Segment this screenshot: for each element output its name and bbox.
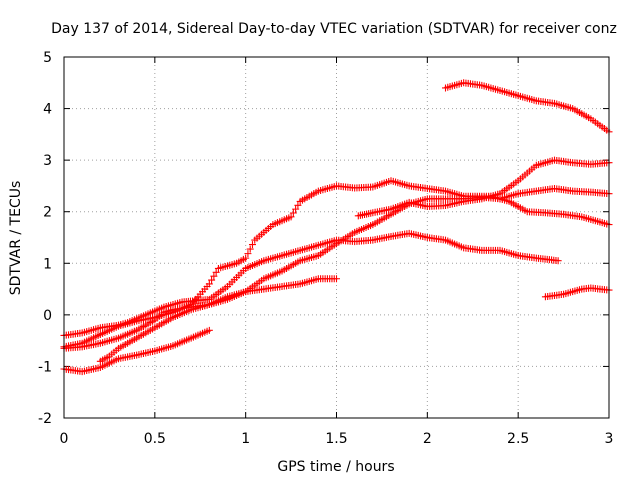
data-point <box>289 209 297 217</box>
y-tick-label: -2 <box>38 411 52 427</box>
data-point <box>248 241 256 249</box>
data-point <box>244 250 252 258</box>
plot-frame <box>63 56 610 419</box>
grid <box>64 57 609 418</box>
series-track-2 <box>60 229 562 339</box>
y-tick-label: -1 <box>38 359 52 375</box>
data-marks <box>60 79 613 376</box>
data-point <box>333 275 340 283</box>
y-tick-label: 3 <box>43 153 52 169</box>
data-point <box>292 205 300 213</box>
y-tick-label: 1 <box>43 256 52 272</box>
y-tick-label: 5 <box>43 50 52 66</box>
data-point <box>554 257 562 265</box>
x-tick-label: 2 <box>423 431 432 447</box>
data-point <box>212 268 220 276</box>
data-point <box>246 245 254 253</box>
series-track-4 <box>60 275 340 352</box>
data-point <box>205 280 213 288</box>
series-track-3 <box>60 326 213 376</box>
x-tick-label: 3 <box>605 431 614 447</box>
data-point <box>205 326 213 334</box>
y-tick-label: 2 <box>43 205 52 221</box>
chart-title: Day 137 of 2014, Sidereal Day-to-day VTE… <box>51 21 617 37</box>
tick-labels: 0 0.5 1 1.5 2 2.5 3 -2 -1 0 1 2 3 4 5 <box>38 50 613 447</box>
data-point <box>210 272 218 280</box>
y-axis-label: SDTVAR / TECUs <box>8 181 24 296</box>
series-track-8 <box>541 284 613 301</box>
y-tick-label: 0 <box>43 308 52 324</box>
x-tick-label: 2.5 <box>507 431 529 447</box>
data-point <box>208 276 216 284</box>
x-tick-label: 1.5 <box>325 431 347 447</box>
data-point <box>242 254 250 262</box>
data-point <box>294 201 302 209</box>
data-point <box>287 213 295 221</box>
x-tick-label: 1 <box>241 431 250 447</box>
series-track-7 <box>442 79 613 136</box>
y-tick-label: 4 <box>43 102 52 118</box>
x-axis-label: GPS time / hours <box>277 459 394 475</box>
x-tick-label: 0.5 <box>144 431 166 447</box>
series-track-6 <box>354 156 613 220</box>
x-tick-label: 0 <box>60 431 69 447</box>
